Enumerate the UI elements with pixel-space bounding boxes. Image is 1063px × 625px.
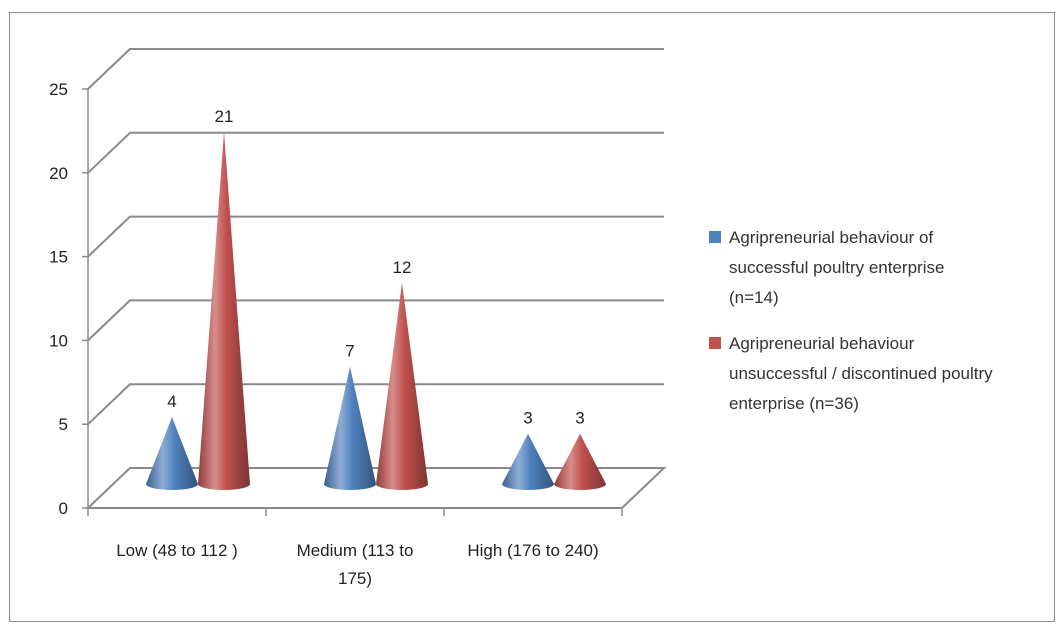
gridline (87, 383, 664, 425)
cone-series (146, 132, 606, 491)
data-label: 3 (575, 409, 584, 428)
y-tick-label: 5 (59, 415, 68, 434)
cone-successful-1 (324, 366, 376, 490)
legend-item-successful: Agripreneurial behaviour of successful po… (709, 228, 944, 307)
data-label: 4 (167, 392, 176, 411)
x-tick-label-line: Medium (113 to (297, 541, 414, 560)
data-label: 7 (345, 342, 354, 361)
legend-label-line: Agripreneurial behaviour of (729, 228, 933, 247)
x-tick-label: Medium (113 to 175) (297, 541, 414, 588)
data-labels: 4 21 7 12 3 3 (167, 107, 584, 428)
legend-swatch (709, 231, 721, 243)
y-axis: 0 5 10 15 20 25 (49, 80, 88, 518)
cone-body (198, 132, 250, 491)
y-tick-label: 10 (49, 331, 68, 350)
x-tick-label-line: 175) (338, 569, 372, 588)
cone-unsuccessful-1 (376, 282, 428, 490)
legend-label-line: enterprise (n=36) (729, 394, 859, 413)
cone-body (554, 433, 606, 490)
legend-label: Agripreneurial behaviour unsuccessful / d… (729, 334, 993, 413)
x-axis: Low (48 to 112 ) Medium (113 to 175) High (… (87, 508, 623, 588)
legend: Agripreneurial behaviour of successful po… (709, 228, 993, 413)
x-tick-label: Low (48 to 112 ) (116, 541, 238, 560)
legend-swatch (709, 337, 721, 349)
legend-label-line: (n=14) (729, 288, 779, 307)
gridline (87, 215, 664, 258)
cone-body (324, 366, 376, 490)
cone-unsuccessful-0 (198, 132, 250, 491)
data-label: 21 (215, 107, 234, 126)
cone-unsuccessful-2 (554, 433, 606, 490)
gridline (87, 299, 664, 342)
cone-body (376, 282, 428, 490)
legend-label-line: unsuccessful / discontinued poultry (729, 364, 993, 383)
legend-label-line: Agripreneurial behaviour (729, 334, 915, 353)
cone-successful-2 (502, 433, 554, 490)
gridlines (87, 48, 664, 425)
data-label: 12 (393, 258, 412, 277)
y-tick-label: 25 (49, 80, 68, 99)
legend-label-line: successful poultry enterprise (729, 258, 944, 277)
gridline (87, 48, 664, 90)
y-tick-label: 0 (59, 499, 68, 518)
chart-area (9, 12, 1055, 622)
gridline (87, 131, 664, 174)
data-label: 3 (523, 409, 532, 428)
y-tick-label: 20 (49, 164, 68, 183)
legend-label: Agripreneurial behaviour of successful po… (729, 228, 944, 307)
y-tick-label: 15 (49, 248, 68, 267)
x-tick-label-line: High (176 to 240) (467, 541, 598, 560)
x-tick-label-line: Low (48 to 112 ) (116, 541, 238, 560)
x-tick-label: High (176 to 240) (467, 541, 598, 560)
legend-item-unsuccessful: Agripreneurial behaviour unsuccessful / d… (709, 334, 993, 413)
cone-successful-0 (146, 416, 198, 490)
cone-body (502, 433, 554, 490)
cone-body (146, 416, 198, 490)
